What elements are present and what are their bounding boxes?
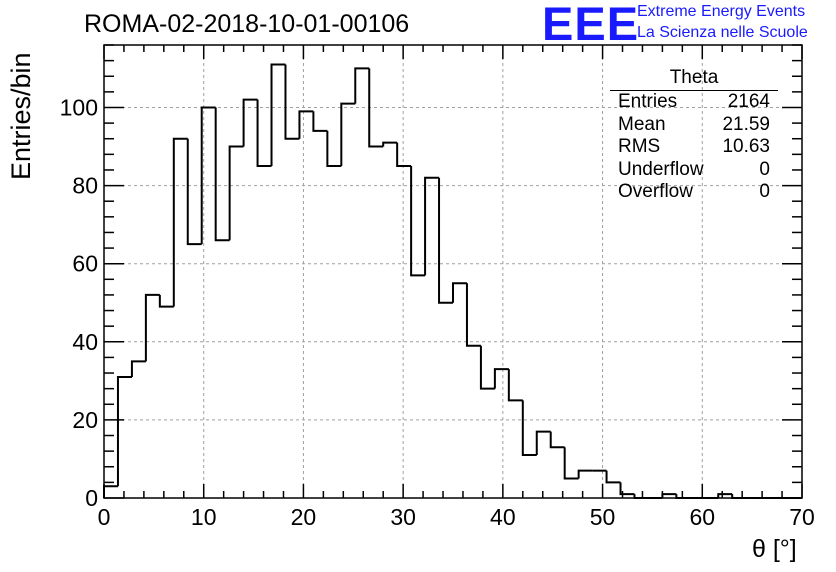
histogram-bin bbox=[298, 110, 314, 139]
x-tick-label: 40 bbox=[490, 504, 516, 530]
plot-frame bbox=[103, 44, 803, 499]
y-axis-label: Entries/bin bbox=[6, 52, 36, 180]
histogram-bin bbox=[200, 106, 216, 245]
histogram-bin bbox=[368, 68, 384, 148]
histogram-bin bbox=[214, 107, 230, 242]
stats-label: Entries bbox=[618, 91, 678, 112]
stats-row-rms: RMS 10.63 bbox=[610, 136, 778, 159]
histogram-bin bbox=[103, 485, 118, 498]
logo-subtitle-line2: La Scienza nelle Scuole bbox=[637, 24, 808, 41]
axes-frame bbox=[103, 44, 803, 499]
stats-label: Overflow bbox=[618, 181, 693, 202]
logo-subtitle-line1: Extreme Energy Events bbox=[637, 3, 806, 20]
histogram-bin bbox=[619, 482, 635, 496]
histogram-bin bbox=[424, 176, 440, 276]
y-tick-label: 80 bbox=[72, 173, 98, 199]
y-tick-label: 20 bbox=[72, 407, 98, 433]
stats-box: Theta Entries 2164 Mean 21.59 RMS 10.63 … bbox=[610, 66, 778, 204]
histogram-bin bbox=[242, 98, 258, 147]
y-tick-label: 40 bbox=[72, 329, 98, 355]
histogram-bin bbox=[172, 137, 188, 307]
stats-label: Underflow bbox=[618, 158, 704, 180]
histogram-bin bbox=[549, 431, 565, 449]
stats-row-mean: Mean 21.59 bbox=[610, 114, 778, 137]
x-tick-label: 70 bbox=[789, 504, 815, 530]
stats-value: 0 bbox=[759, 158, 770, 180]
stats-box-title: Theta bbox=[610, 66, 778, 91]
histogram-bin bbox=[465, 283, 481, 347]
histogram-bin bbox=[284, 64, 300, 140]
axis-tick-labels: 0 10 20 30 40 50 60 70 0 20 40 60 80 100 bbox=[60, 94, 815, 530]
x-tick-label: 0 bbox=[98, 504, 111, 530]
stats-label: Mean bbox=[618, 113, 666, 135]
y-tick-label: 0 bbox=[85, 485, 98, 511]
histogram-bin bbox=[507, 369, 523, 402]
histogram-bin bbox=[312, 111, 328, 132]
histogram-bin bbox=[605, 470, 621, 484]
histogram-bin bbox=[116, 375, 132, 487]
axis-ticks bbox=[103, 44, 803, 499]
histogram-bin bbox=[270, 63, 286, 167]
histogram-bin bbox=[535, 430, 551, 456]
stats-value: 0 bbox=[759, 181, 770, 202]
x-tick-label: 50 bbox=[590, 504, 616, 530]
y-tick-label: 100 bbox=[60, 94, 98, 120]
histogram-bin bbox=[577, 469, 593, 479]
histogram-bin bbox=[144, 293, 160, 362]
x-tick-label: 30 bbox=[390, 504, 416, 530]
histogram-bin bbox=[228, 145, 244, 241]
histogram-bin bbox=[186, 138, 202, 246]
eee-logo: EEE bbox=[542, 0, 640, 50]
y-tick-label: 60 bbox=[72, 251, 98, 277]
x-axis-label: θ [°] bbox=[752, 535, 797, 563]
histogram-bin bbox=[354, 67, 370, 104]
histogram-bin bbox=[438, 177, 453, 304]
x-tick-label: 10 bbox=[191, 504, 217, 530]
histogram-bin bbox=[410, 166, 426, 277]
x-tick-label: 60 bbox=[689, 504, 715, 530]
stats-value: 2164 bbox=[727, 91, 770, 112]
histogram-bin bbox=[479, 345, 495, 390]
stats-value: 10.63 bbox=[722, 136, 770, 157]
grid-lines bbox=[104, 45, 802, 498]
histogram-bin bbox=[340, 102, 356, 167]
histogram-bin bbox=[563, 447, 579, 480]
stats-value: 21.59 bbox=[722, 113, 770, 135]
histogram-bars bbox=[103, 63, 802, 499]
histogram-bin bbox=[256, 99, 272, 168]
histogram-bin bbox=[382, 141, 398, 147]
stats-label: RMS bbox=[618, 136, 661, 157]
histogram-bin bbox=[158, 294, 174, 308]
histogram-bin bbox=[326, 130, 342, 168]
histogram-bin bbox=[717, 493, 733, 498]
histogram-bin bbox=[521, 400, 537, 457]
x-tick-label: 20 bbox=[291, 504, 317, 530]
histogram-bin bbox=[130, 360, 146, 377]
histogram-bin bbox=[452, 282, 467, 303]
histogram-bin bbox=[493, 368, 509, 389]
stats-row-entries: Entries 2164 bbox=[610, 91, 778, 114]
stats-row-overflow: Overflow 0 bbox=[610, 181, 778, 204]
plot-title: ROMA-02-2018-10-01-00106 bbox=[84, 10, 410, 38]
histogram-bin bbox=[396, 142, 412, 168]
stats-row-underflow: Underflow 0 bbox=[610, 159, 778, 182]
